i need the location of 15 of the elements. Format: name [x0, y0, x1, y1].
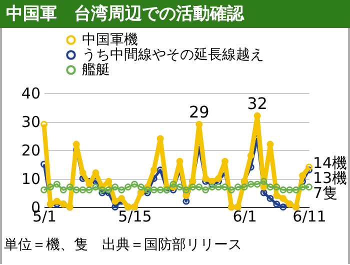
data-label: 29 — [188, 102, 210, 122]
x-tick-label: 6/1 — [232, 208, 257, 226]
y-tick-label: 10 — [21, 170, 40, 188]
y-tick-label: 30 — [21, 113, 40, 131]
annotation: 7隻 — [313, 184, 338, 202]
legend-label: 中国軍機 — [82, 32, 138, 48]
legend-label: 艦艇 — [82, 62, 110, 78]
legend-label: うち中間線やその延長線越え — [82, 47, 264, 63]
y-tick-label: 20 — [21, 142, 40, 160]
text: 単位＝機、隻 出典＝国防部リリース — [4, 237, 242, 253]
x-tick-label: 6/11 — [292, 208, 326, 226]
data-label: 32 — [247, 94, 268, 113]
chart-title: 中国軍 台湾周辺での活動確認 — [6, 4, 245, 24]
y-tick-label: 40 — [21, 84, 40, 102]
x-tick-label: 5/15 — [118, 208, 152, 226]
